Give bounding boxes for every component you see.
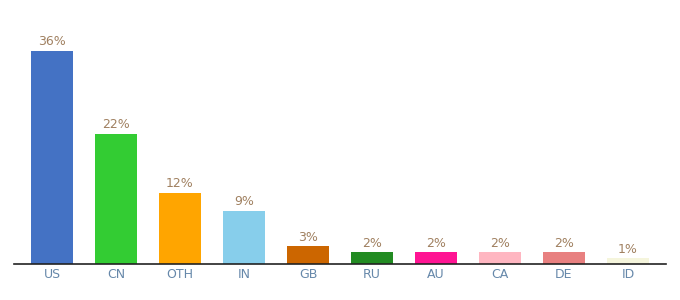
Text: 22%: 22% <box>102 118 130 131</box>
Bar <box>351 252 393 264</box>
Text: 9%: 9% <box>234 195 254 208</box>
Text: 36%: 36% <box>38 35 66 48</box>
Bar <box>415 252 457 264</box>
Text: 2%: 2% <box>490 237 510 250</box>
Text: 2%: 2% <box>362 237 382 250</box>
Bar <box>159 193 201 264</box>
Bar <box>95 134 137 264</box>
Bar <box>287 246 329 264</box>
Bar <box>479 252 521 264</box>
Text: 3%: 3% <box>298 231 318 244</box>
Text: 1%: 1% <box>618 243 638 256</box>
Bar <box>31 51 73 264</box>
Text: 2%: 2% <box>426 237 446 250</box>
Text: 2%: 2% <box>554 237 574 250</box>
Bar <box>607 258 649 264</box>
Text: 12%: 12% <box>166 178 194 190</box>
Bar <box>223 211 265 264</box>
Bar <box>543 252 585 264</box>
